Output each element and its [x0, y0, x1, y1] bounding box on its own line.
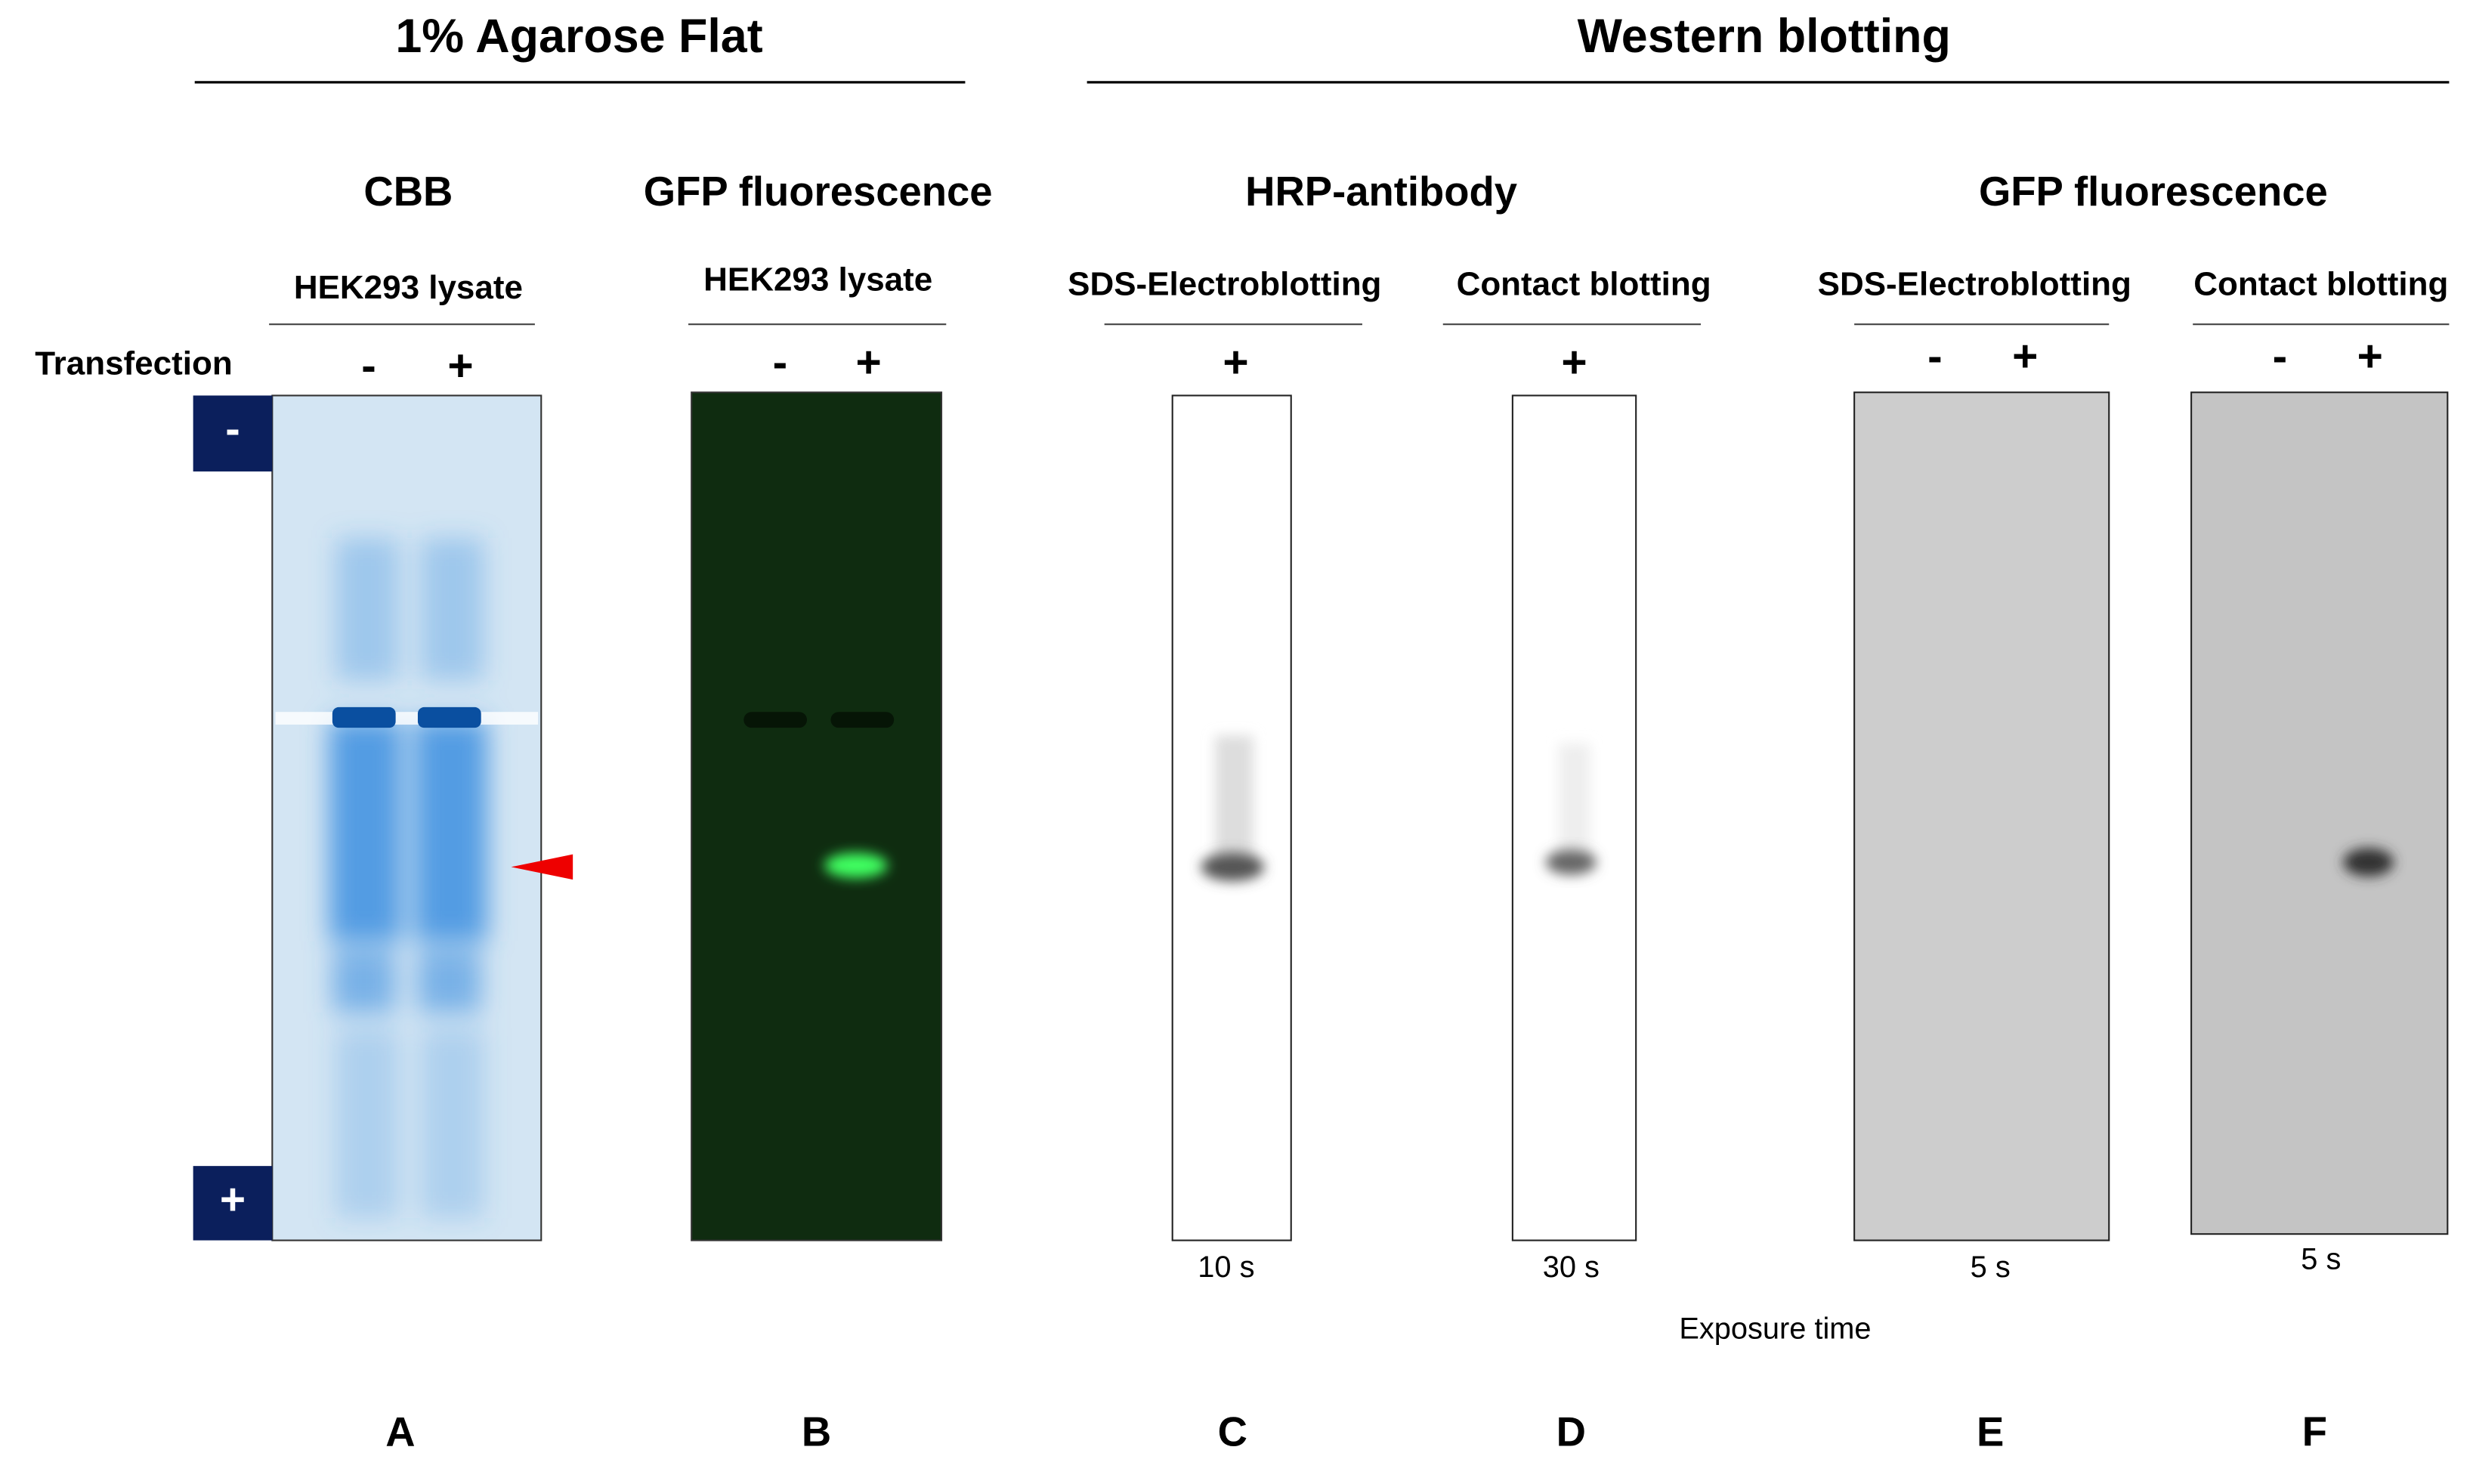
- panel-letter: B: [802, 1408, 831, 1455]
- electrode-label: -: [225, 404, 240, 453]
- arrowhead: [511, 854, 573, 880]
- lane-label: +: [447, 341, 473, 390]
- lane-label: -: [2273, 332, 2288, 381]
- method-title: GFP fluorescence: [644, 168, 993, 215]
- lane-label: -: [361, 341, 376, 390]
- lane-label: -: [1927, 332, 1943, 381]
- panel-letter: E: [1977, 1408, 2004, 1455]
- section-title: 1% Agarose Flat: [395, 10, 762, 63]
- blot-c: [1171, 394, 1292, 1241]
- exposure: 10 s: [1198, 1251, 1254, 1284]
- lane-label: +: [856, 338, 882, 387]
- exposure-label: Exposure time: [1679, 1312, 1871, 1345]
- section-title: Western blotting: [1578, 10, 1951, 63]
- gel-gfp: [691, 391, 943, 1241]
- row-label: Transfection: [35, 345, 232, 382]
- blot-e: [1853, 391, 2110, 1241]
- gel-cbb: - +: [193, 394, 573, 1241]
- lane-label: +: [2012, 332, 2038, 381]
- method-title: HRP-antibody: [1245, 168, 1517, 215]
- method-title: GFP fluorescence: [1979, 168, 2328, 215]
- blot-f: [2190, 391, 2449, 1235]
- exposure: 5 s: [2301, 1242, 2341, 1275]
- lane-label: +: [1561, 338, 1587, 387]
- electrode-label: +: [220, 1175, 246, 1224]
- subtitle: SDS-Electroblotting: [1068, 266, 1381, 303]
- panel-letter: D: [1556, 1408, 1586, 1455]
- subtitle: Contact blotting: [1457, 266, 1711, 303]
- method-title: CBB: [363, 168, 453, 215]
- subtitle: Contact blotting: [2193, 266, 2448, 303]
- exposure: 30 s: [1543, 1251, 1600, 1284]
- lane-label: -: [773, 338, 788, 387]
- panel-letter: F: [2302, 1408, 2327, 1455]
- exposure: 5 s: [1971, 1251, 2011, 1284]
- subtitle: HEK293 lysate: [294, 269, 523, 306]
- subtitle: HEK293 lysate: [703, 261, 932, 298]
- subtitle: SDS-Electroblotting: [1818, 266, 2131, 303]
- panel-letter: C: [1218, 1408, 1247, 1455]
- lane-label: +: [2357, 332, 2383, 381]
- panel-letter: A: [385, 1408, 415, 1455]
- blot-d: [1511, 394, 1637, 1241]
- lane-label: +: [1223, 338, 1248, 387]
